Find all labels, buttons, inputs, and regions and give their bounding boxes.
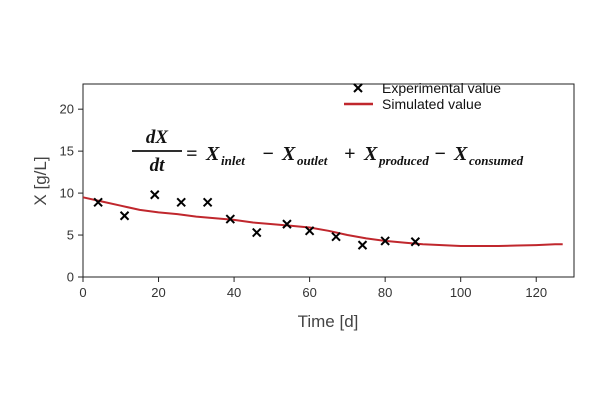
- x-tick-label: 120: [525, 285, 547, 300]
- equation-sub-inlet: inlet: [221, 153, 245, 168]
- y-axis-ticks: 0 5 10 15 20: [60, 102, 83, 285]
- equation-op-plus: +: [344, 143, 355, 165]
- equation-var-inlet: X: [205, 143, 220, 165]
- plot-area: [82, 83, 575, 278]
- equation-var-outlet: X: [281, 143, 296, 165]
- x-axis-ticks: 0 20 40 60 80 100 120: [79, 277, 547, 300]
- y-tick-label: 20: [60, 102, 74, 117]
- experimental-point: [119, 211, 130, 221]
- experimental-point: [357, 240, 368, 250]
- legend: Experimental value Simulated value: [344, 80, 501, 112]
- x-tick-label: 60: [302, 285, 316, 300]
- y-axis-label: X [g/L]: [31, 156, 50, 205]
- x-tick-label: 100: [450, 285, 472, 300]
- legend-label-experimental: Experimental value: [382, 80, 501, 96]
- equation-denominator: dt: [150, 155, 166, 176]
- equation-op-minus-2: −: [434, 143, 446, 165]
- experimental-point: [410, 237, 421, 247]
- x-axis-label: Time [d]: [298, 312, 359, 331]
- equation-var-consumed: X: [453, 143, 468, 165]
- experimental-point: [282, 219, 292, 229]
- y-tick-label: 0: [67, 270, 74, 285]
- equation: dX dt = X inlet − X outlet + X produced …: [132, 127, 524, 176]
- experimental-point: [331, 232, 341, 242]
- experimental-point: [380, 236, 390, 246]
- experimental-point: [150, 190, 160, 200]
- x-tick-label: 40: [227, 285, 241, 300]
- equation-var-produced: X: [363, 143, 378, 165]
- experimental-point: [225, 214, 236, 224]
- equation-sub-produced: produced: [378, 153, 429, 168]
- x-tick-label: 0: [79, 285, 86, 300]
- equation-numerator: dX: [146, 127, 170, 148]
- experimental-point: [202, 197, 213, 208]
- legend-marker-experimental: [353, 83, 363, 93]
- equation-sub-consumed: consumed: [469, 153, 524, 168]
- y-tick-label: 15: [60, 144, 74, 159]
- experimental-point: [176, 197, 186, 208]
- experimental-point: [304, 226, 315, 236]
- equation-sub-outlet: outlet: [297, 153, 328, 168]
- legend-label-simulated: Simulated value: [382, 96, 482, 112]
- x-tick-label: 80: [378, 285, 392, 300]
- experimental-point: [93, 197, 103, 208]
- x-tick-label: 20: [151, 285, 165, 300]
- experimental-series: [93, 190, 421, 250]
- y-tick-label: 5: [67, 228, 74, 243]
- y-tick-label: 10: [60, 186, 74, 201]
- equation-op-equals: =: [186, 143, 197, 165]
- simulated-series: [82, 196, 563, 247]
- equation-op-minus-1: −: [262, 143, 274, 165]
- simulated-line: [82, 196, 563, 247]
- experimental-point: [252, 227, 262, 238]
